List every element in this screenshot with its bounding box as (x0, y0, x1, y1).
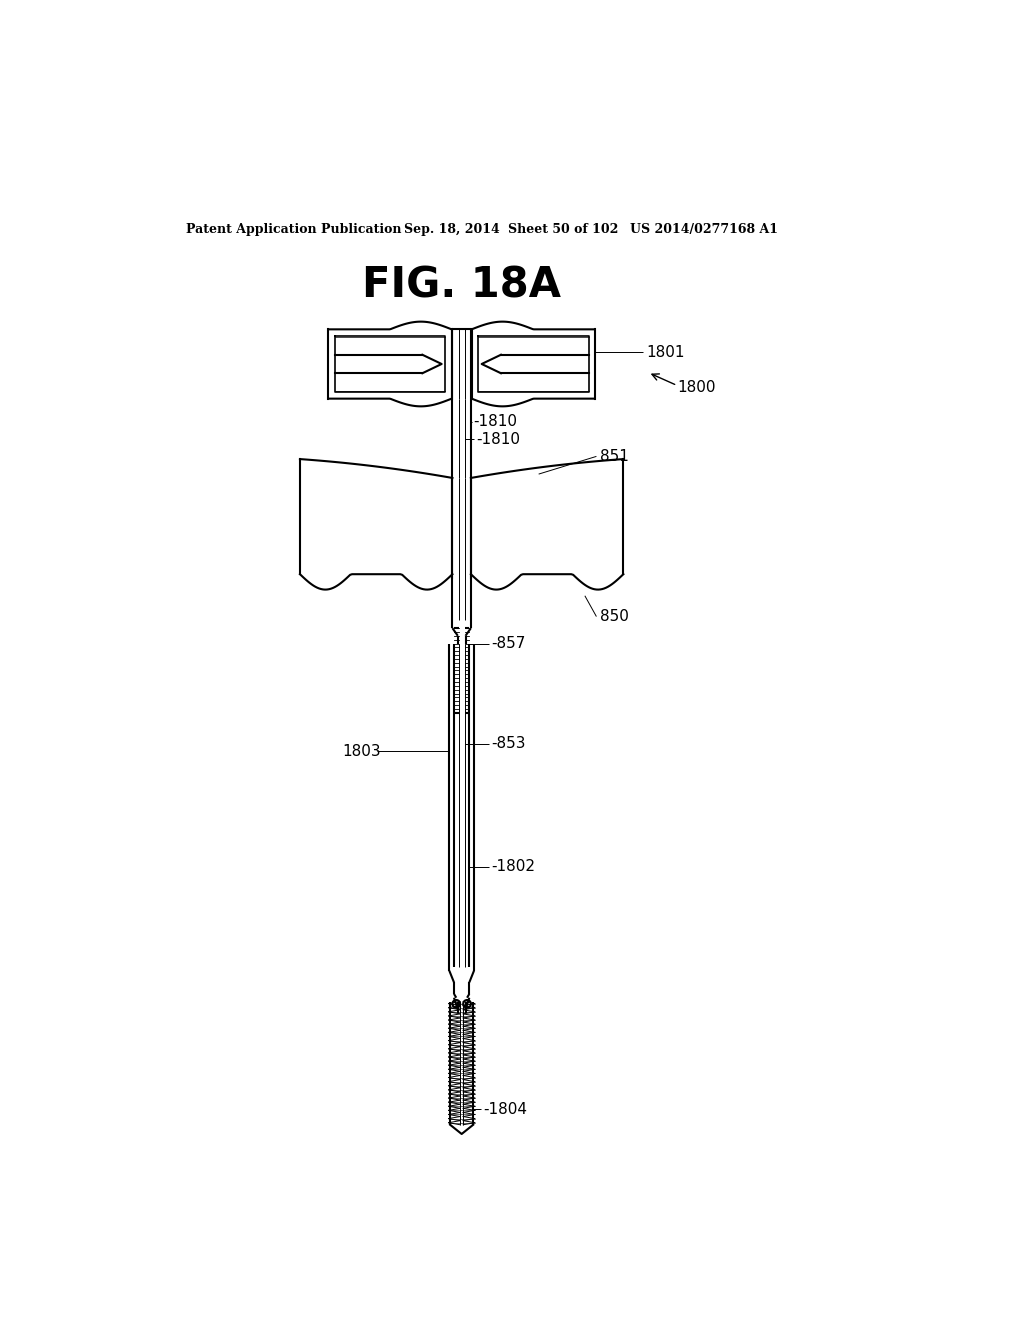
Text: ‐853: ‐853 (490, 737, 525, 751)
Text: 1801: 1801 (646, 345, 685, 360)
Circle shape (463, 1001, 471, 1007)
Text: Sep. 18, 2014: Sep. 18, 2014 (403, 223, 500, 236)
Text: 851: 851 (600, 449, 629, 463)
Text: ‐857: ‐857 (490, 636, 525, 651)
Text: ‐1802: ‐1802 (490, 859, 535, 874)
Text: ‐1810: ‐1810 (476, 432, 520, 447)
Text: 1803: 1803 (342, 743, 381, 759)
Text: Patent Application Publication: Patent Application Publication (186, 223, 401, 236)
Text: 850: 850 (600, 609, 629, 624)
Text: US 2014/0277168 A1: US 2014/0277168 A1 (630, 223, 777, 236)
Circle shape (453, 1001, 460, 1007)
Text: FIG. 18A: FIG. 18A (362, 264, 561, 306)
Text: ‐1804: ‐1804 (483, 1102, 527, 1117)
Text: 1800: 1800 (677, 380, 716, 396)
Text: ‐1810: ‐1810 (473, 414, 517, 429)
Text: Sheet 50 of 102: Sheet 50 of 102 (508, 223, 618, 236)
